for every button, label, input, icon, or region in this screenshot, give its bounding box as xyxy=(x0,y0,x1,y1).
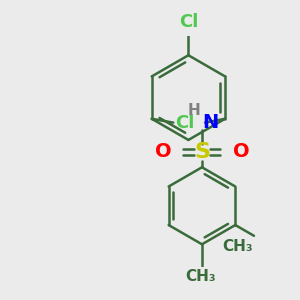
Text: CH₃: CH₃ xyxy=(222,239,252,254)
Text: S: S xyxy=(194,142,210,162)
Text: O: O xyxy=(154,142,171,161)
Text: Cl: Cl xyxy=(179,14,198,32)
Text: Cl: Cl xyxy=(176,114,195,132)
Text: O: O xyxy=(233,142,249,161)
Text: H: H xyxy=(188,103,200,118)
Text: CH₃: CH₃ xyxy=(185,269,216,284)
Text: N: N xyxy=(202,113,218,132)
